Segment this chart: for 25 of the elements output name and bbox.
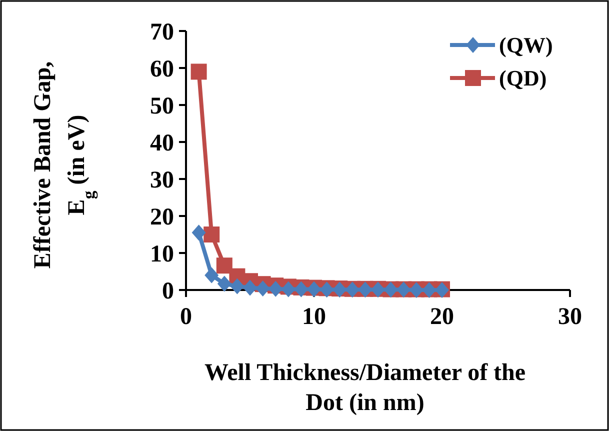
y-tick-label: 30 <box>150 167 174 194</box>
point <box>268 280 283 297</box>
y-tick-label: 10 <box>150 241 174 268</box>
y-tick-label: 60 <box>150 56 174 82</box>
point <box>217 276 232 292</box>
point <box>243 280 257 296</box>
point <box>204 226 220 242</box>
point <box>256 280 270 297</box>
y-tick-label: 20 <box>150 204 174 230</box>
point <box>204 267 219 284</box>
point <box>230 278 244 294</box>
point <box>190 64 207 80</box>
x-tick-label: 30 <box>558 304 582 330</box>
x-tick-label: 10 <box>302 304 326 330</box>
point <box>216 258 232 274</box>
x-axis-title: Well Thickness/Diameter of the Dot (in nm) <box>204 360 526 416</box>
point <box>192 224 206 241</box>
legend-label: (QW) <box>499 32 553 58</box>
x-tick-label: 0 <box>180 304 192 330</box>
y-tick-label: 40 <box>150 130 174 156</box>
y-tick-label: 50 <box>150 93 174 120</box>
x-tick-label: 20 <box>430 304 454 330</box>
y-tick-label: 70 <box>150 19 174 46</box>
legend-label: (QD) <box>499 66 547 91</box>
y-tick-label: 0 <box>162 278 174 304</box>
